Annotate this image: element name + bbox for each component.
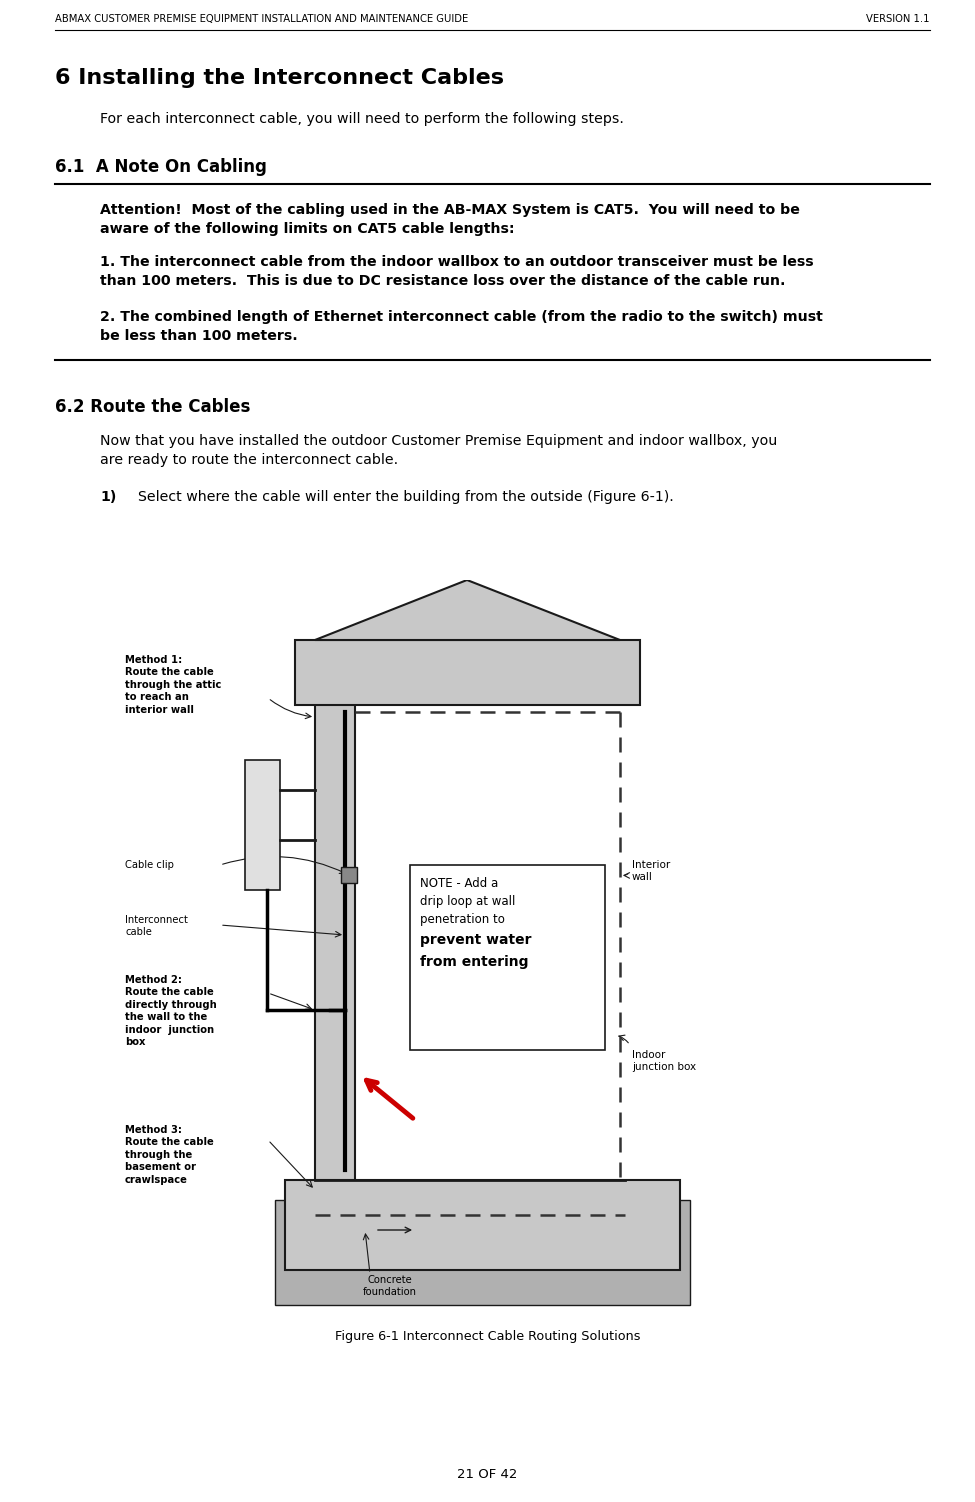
Text: are ready to route the interconnect cable.: are ready to route the interconnect cabl… — [100, 454, 398, 467]
Bar — [295, 640, 640, 704]
Text: be less than 100 meters.: be less than 100 meters. — [100, 329, 297, 342]
Text: 1. The interconnect cable from the indoor wallbox to an outdoor transceiver must: 1. The interconnect cable from the indoo… — [100, 255, 813, 269]
Text: Attention!  Most of the cabling used in the AB-MAX System is CAT5.  You will nee: Attention! Most of the cabling used in t… — [100, 203, 799, 216]
Text: Method 2:
Route the cable
directly through
the wall to the
indoor  junction
box: Method 2: Route the cable directly throu… — [125, 975, 216, 1047]
Text: prevent water: prevent water — [420, 933, 531, 946]
Text: 21 OF 42: 21 OF 42 — [457, 1467, 518, 1481]
Text: For each interconnect cable, you will need to perform the following steps.: For each interconnect cable, you will ne… — [100, 113, 624, 126]
Text: 6.2 Route the Cables: 6.2 Route the Cables — [55, 398, 251, 416]
Text: 2. The combined length of Ethernet interconnect cable (from the radio to the swi: 2. The combined length of Ethernet inter… — [100, 309, 823, 324]
Text: Concrete
foundation: Concrete foundation — [363, 1275, 417, 1296]
Text: NOTE - Add a: NOTE - Add a — [420, 877, 498, 891]
Text: Method 1:
Route the cable
through the attic
to reach an
interior wall: Method 1: Route the cable through the at… — [125, 655, 221, 715]
Text: Indoor
junction box: Indoor junction box — [632, 1050, 696, 1071]
Text: Now that you have installed the outdoor Customer Premise Equipment and indoor wa: Now that you have installed the outdoor … — [100, 434, 777, 448]
Text: penetration to: penetration to — [420, 913, 505, 927]
Bar — [341, 867, 357, 883]
Text: drip loop at wall: drip loop at wall — [420, 895, 516, 909]
Bar — [410, 865, 605, 1050]
Text: 6 Installing the Interconnect Cables: 6 Installing the Interconnect Cables — [55, 68, 504, 89]
Bar — [315, 700, 355, 1190]
Text: than 100 meters.  This is due to DC resistance loss over the distance of the cab: than 100 meters. This is due to DC resis… — [100, 273, 786, 288]
Text: 6.1  A Note On Cabling: 6.1 A Note On Cabling — [55, 158, 267, 176]
Text: ABMAX CUSTOMER PREMISE EQUIPMENT INSTALLATION AND MAINTENANCE GUIDE: ABMAX CUSTOMER PREMISE EQUIPMENT INSTALL… — [55, 14, 468, 24]
Text: Method 3:
Route the cable
through the
basement or
crawlspace: Method 3: Route the cable through the ba… — [125, 1125, 214, 1185]
Polygon shape — [315, 580, 620, 640]
Bar — [285, 1181, 680, 1271]
Text: aware of the following limits on CAT5 cable lengths:: aware of the following limits on CAT5 ca… — [100, 222, 515, 236]
Text: from entering: from entering — [420, 955, 528, 969]
Bar — [245, 760, 280, 891]
Bar — [275, 1200, 690, 1305]
Text: Interconnect
cable: Interconnect cable — [125, 915, 188, 937]
Text: Select where the cable will enter the building from the outside (Figure 6-1).: Select where the cable will enter the bu… — [138, 490, 674, 505]
Text: Interior
wall: Interior wall — [632, 861, 670, 882]
Text: Cable clip: Cable clip — [125, 861, 174, 870]
Text: VERSION 1.1: VERSION 1.1 — [867, 14, 930, 24]
Text: Figure 6-1 Interconnect Cable Routing Solutions: Figure 6-1 Interconnect Cable Routing So… — [334, 1329, 641, 1343]
Text: 1): 1) — [100, 490, 116, 505]
